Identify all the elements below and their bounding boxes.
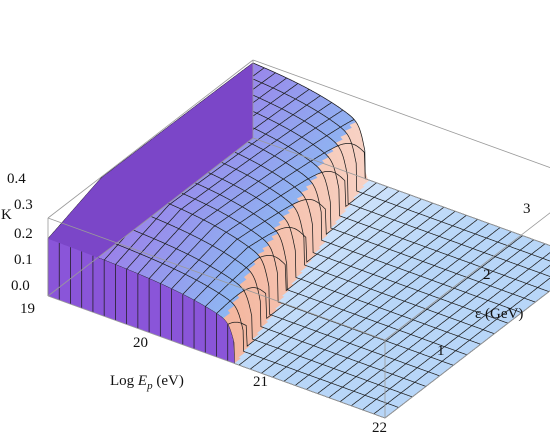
- x-tick-label: 21: [253, 374, 268, 390]
- z-tick-label: 0.4: [7, 171, 26, 187]
- y-tick-label: 3: [523, 201, 531, 217]
- z-axis-label: K: [1, 207, 12, 223]
- z-tick-label: 0.0: [11, 278, 30, 294]
- z-tick-label: 0.3: [14, 197, 33, 213]
- z-tick-label: 0.2: [14, 226, 33, 242]
- x-tick-label: 19: [20, 301, 35, 317]
- surface-layer: [47, 62, 550, 419]
- x-label-unit: (eV): [153, 373, 184, 389]
- x-label-prefix: Log: [110, 373, 138, 389]
- x-tick-label: 20: [133, 335, 148, 351]
- y-tick-label: 1: [437, 343, 445, 359]
- x-label-variable: E: [137, 373, 147, 389]
- z-tick-label: 0.1: [14, 252, 33, 268]
- z-axis: 0.4 0.3 0.2 0.1 0.0 K: [1, 171, 33, 294]
- x-tick-label: 22: [372, 420, 387, 436]
- y-tick-label: 2: [483, 267, 491, 283]
- x-axis-label: Log Ep (eV): [110, 373, 184, 392]
- y-axis-label: ε (GeV): [475, 306, 523, 322]
